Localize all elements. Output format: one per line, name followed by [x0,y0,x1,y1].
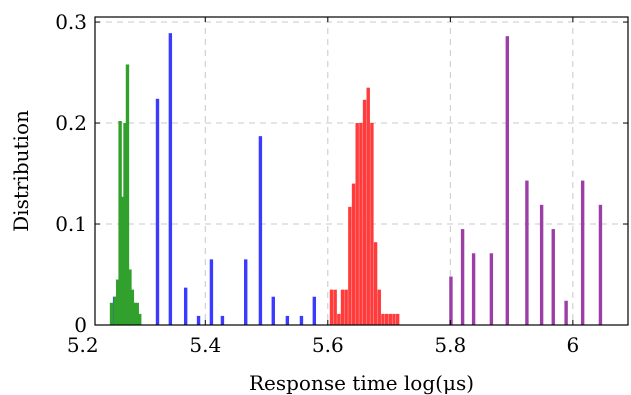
bar [348,206,352,325]
bar [220,315,225,325]
bar [244,259,248,325]
bar [564,300,568,325]
bar [312,296,317,325]
bar [344,289,348,325]
bar [359,123,363,325]
x-tick-label: 5.2 [67,333,99,357]
bar [115,279,120,325]
bar [333,289,337,325]
bar [168,33,173,325]
bar [138,313,142,325]
bar [395,313,400,325]
bar [196,315,201,325]
bar [118,121,122,325]
bar [351,183,356,325]
bar [329,289,334,325]
bar [109,302,114,325]
x-tick-label: 5.8 [434,333,466,357]
bar [133,302,137,325]
x-tick-label: 6 [566,333,579,357]
bar [370,123,374,325]
bar [598,204,603,325]
bar [384,313,389,325]
y-tick-label: 0.3 [55,10,87,34]
bar [123,123,127,325]
bar [125,64,130,326]
bar [471,253,476,325]
bars [109,33,603,326]
y-tick-label: 0.2 [55,111,87,135]
bar [271,296,275,325]
bar [258,136,263,325]
bar [460,229,465,325]
bar [392,313,396,325]
tick-labels: 5.2 5.4 5.6 5.8 6 0 0.1 0.2 0.3 [55,10,579,357]
bar [449,276,453,325]
bar [539,204,544,325]
bar [355,123,359,325]
bar [505,36,510,325]
bar [580,180,585,325]
y-tick-label: 0 [74,313,87,337]
bar [551,229,555,325]
x-tick-label: 5.4 [189,333,221,357]
axes [94,16,629,326]
bar [362,99,367,325]
bar [373,242,378,325]
y-tick-label: 0.1 [55,212,87,236]
x-axis-label: Response time log(μs) [249,371,474,395]
bar [209,259,214,325]
bar [366,87,370,325]
bar [337,313,341,325]
bar [340,289,345,325]
bar [377,289,381,325]
bar [120,196,125,325]
bar [299,315,304,325]
bar [183,287,188,325]
bar [113,296,117,325]
y-axis-label: Distribution [9,110,33,232]
bar [285,315,290,325]
bar [155,98,160,325]
bar [130,289,135,325]
x-tick-label: 5.6 [312,333,344,357]
bar [128,269,132,325]
bar [388,313,392,325]
bar [489,253,494,325]
bar [525,180,529,325]
bar [135,302,139,325]
plot-frame [94,16,629,326]
bar [381,313,385,325]
